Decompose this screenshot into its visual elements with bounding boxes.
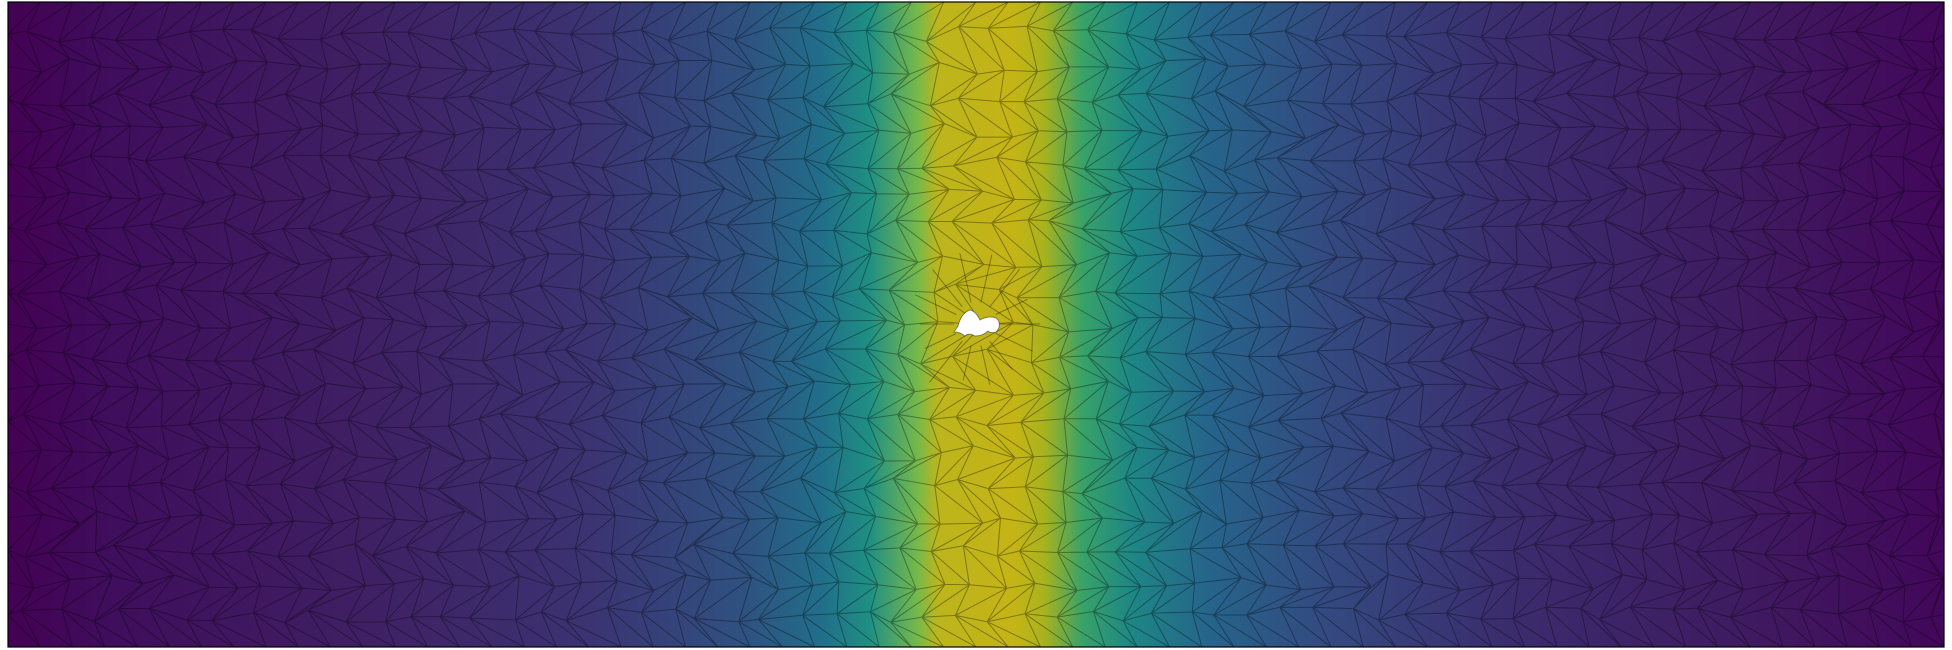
plot-frame <box>7 1 1945 648</box>
mesh-hole <box>953 309 1000 337</box>
mesh-refinement-edges <box>915 253 1040 385</box>
